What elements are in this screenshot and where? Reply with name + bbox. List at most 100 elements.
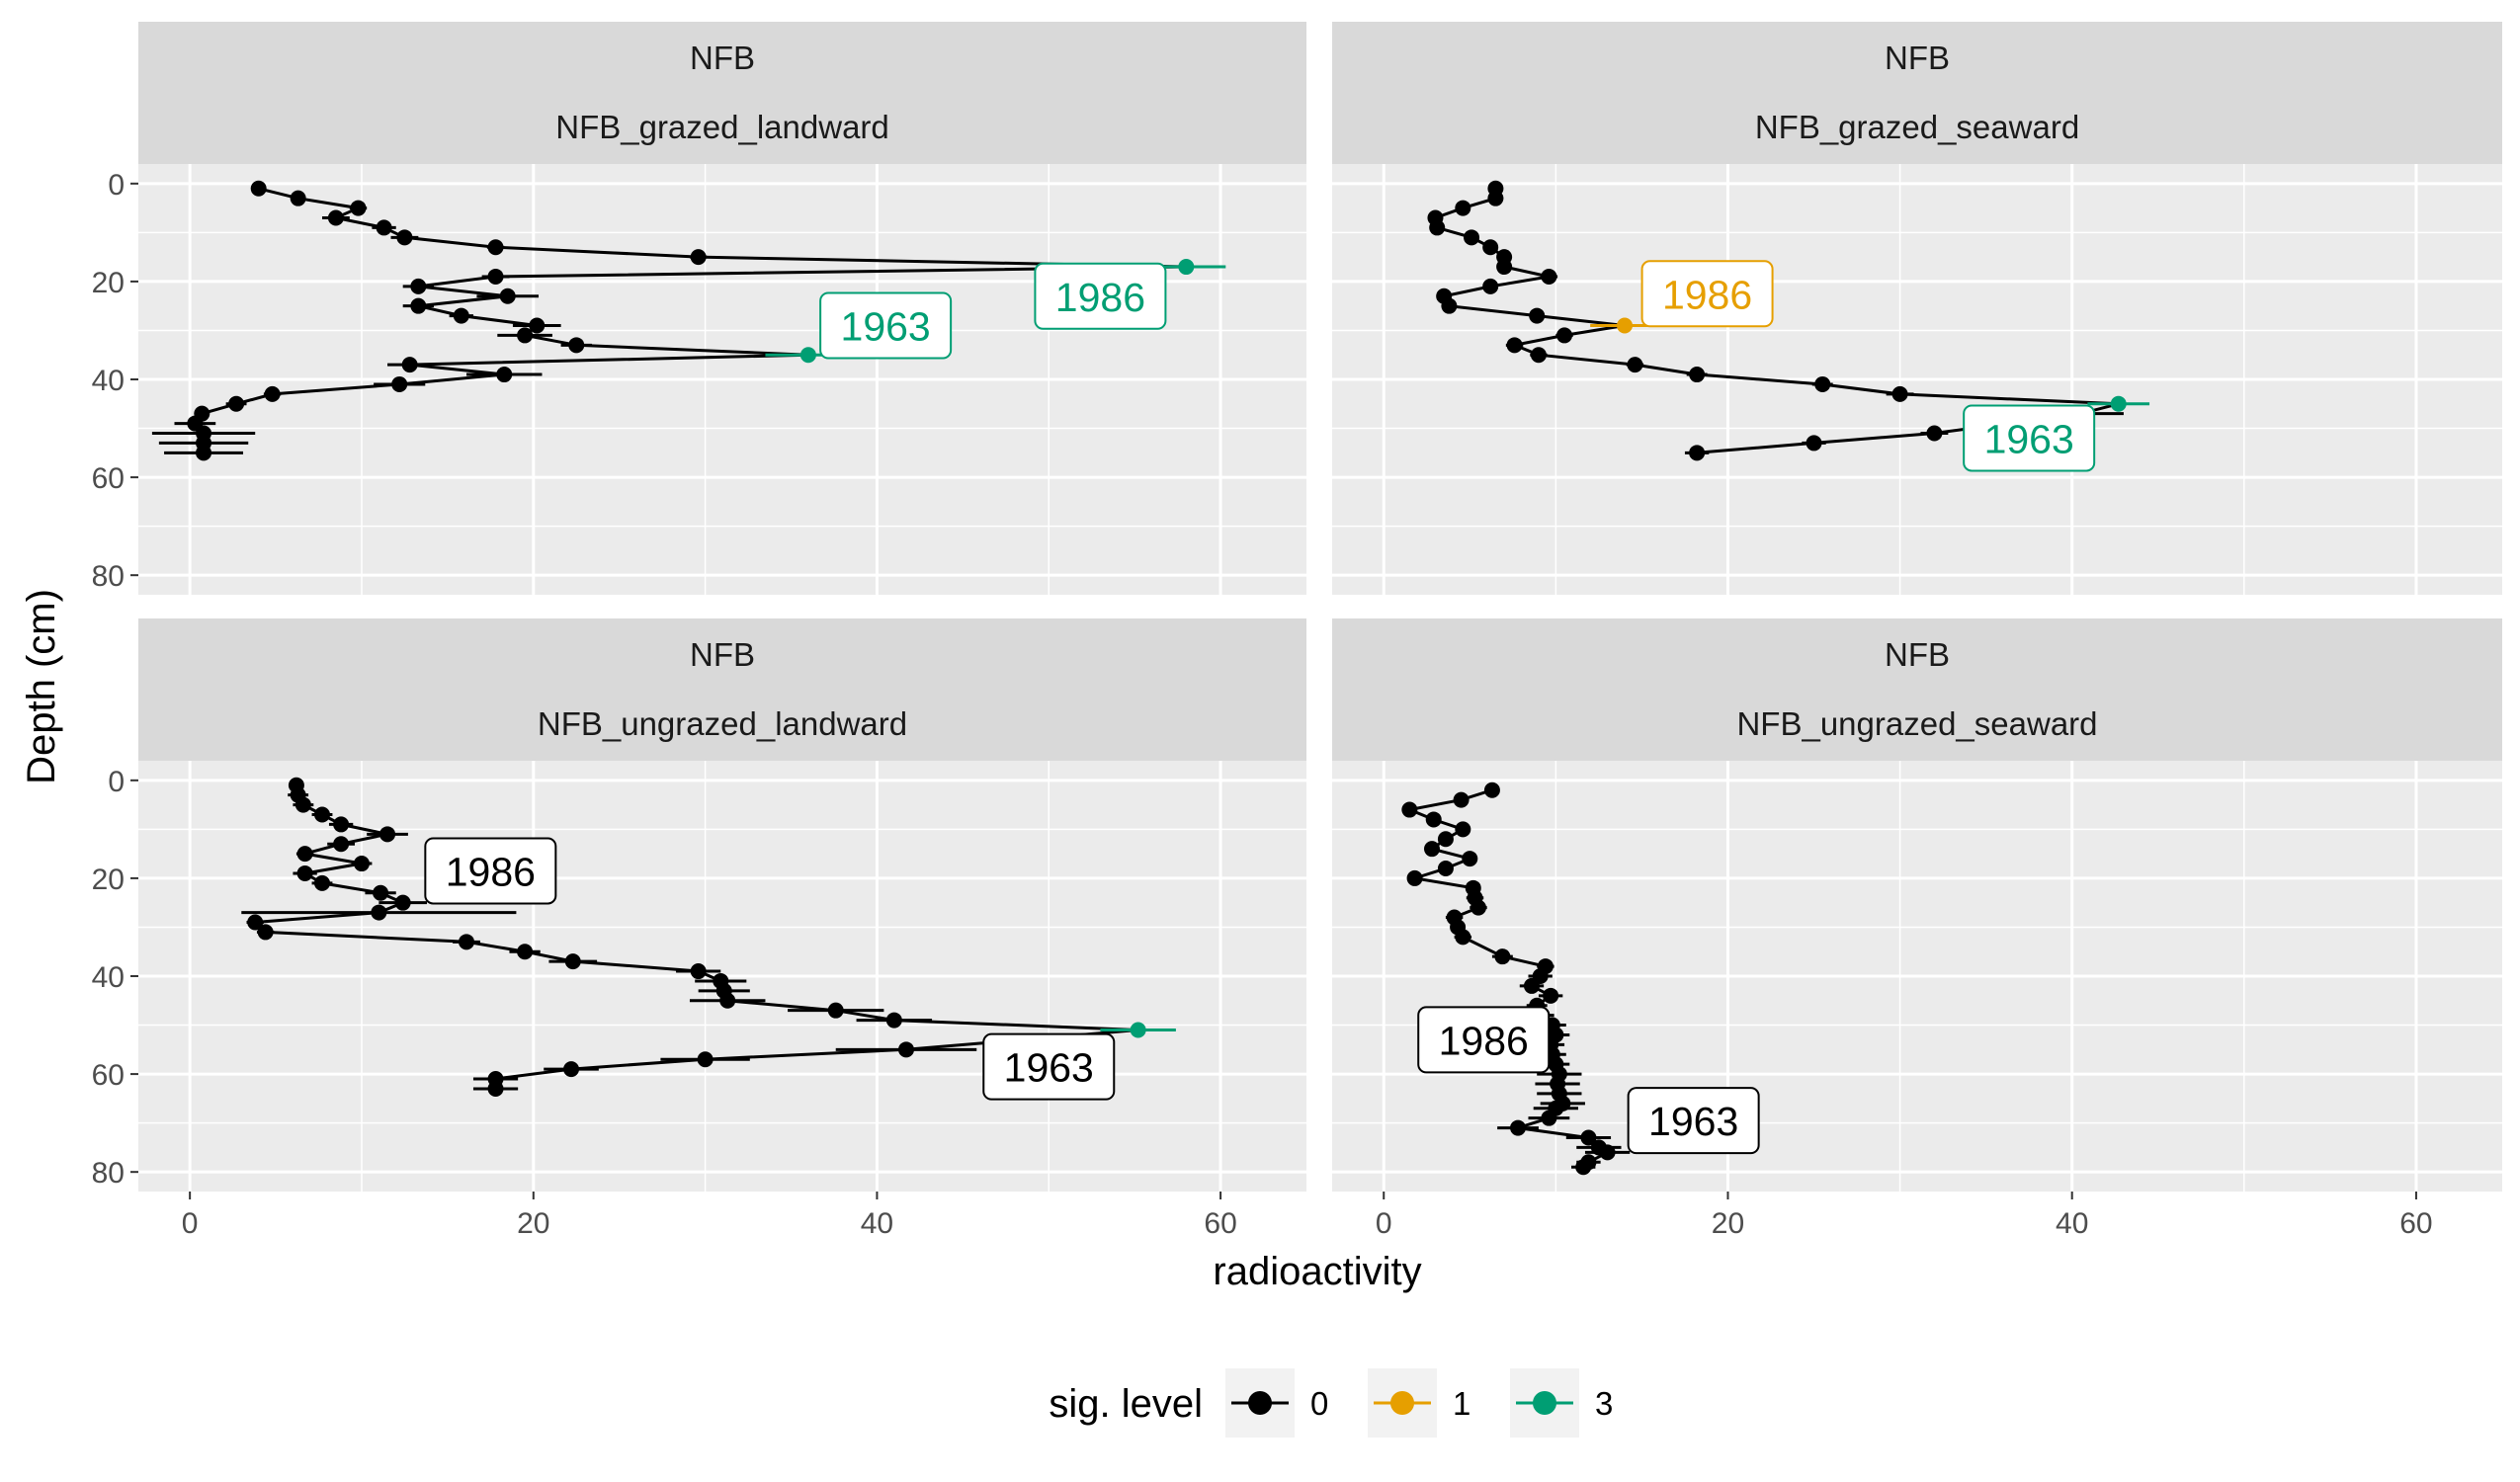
date-label-text: 1986: [1055, 275, 1145, 320]
data-point: [563, 1061, 580, 1078]
data-point: [376, 219, 392, 236]
date-label-text: 1986: [1439, 1018, 1529, 1063]
data-point: [697, 1051, 714, 1068]
data-point: [897, 1041, 914, 1058]
data-point: [1806, 435, 1822, 452]
date-label: 1986: [1034, 262, 1167, 330]
legend-label: 3: [1595, 1385, 1613, 1422]
y-tick-label: 20: [92, 267, 125, 299]
strip-label-site: NFB: [1885, 636, 1950, 673]
data-point: [1429, 219, 1446, 236]
y-tick-label: 0: [108, 766, 125, 798]
data-point: [371, 904, 387, 921]
data-point: [1470, 899, 1486, 916]
data-point: [517, 327, 534, 344]
data-point: [1483, 782, 1500, 798]
x-tick-label: 40: [861, 1207, 893, 1240]
strip-label-site: NFB: [690, 636, 755, 673]
data-point: [1462, 851, 1478, 867]
data-point: [1455, 200, 1471, 216]
data-point: [1529, 307, 1546, 324]
data-point: [1425, 811, 1442, 828]
data-point: [394, 894, 411, 911]
data-point: [333, 836, 350, 853]
x-tick-label: 0: [1376, 1207, 1392, 1240]
date-label-box: [819, 291, 953, 360]
legend-item: 3: [1510, 1368, 1613, 1438]
date-label: 1986: [1640, 260, 1774, 328]
data-point: [1506, 337, 1523, 354]
data-point: [487, 268, 504, 285]
strip-label-transect: NFB_grazed_seaward: [1755, 109, 2079, 145]
date-label-text: 1963: [1984, 416, 2074, 461]
date-label-box: [1627, 1087, 1760, 1155]
data-point: [690, 963, 707, 980]
data-point: [391, 375, 408, 392]
data-point: [827, 1002, 844, 1019]
data-point: [257, 924, 274, 941]
strip-label-transect: NFB_ungrazed_seaward: [1736, 705, 2097, 742]
data-point: [350, 200, 367, 216]
data-point: [1627, 357, 1643, 373]
strip-label-transect: NFB_ungrazed_landward: [538, 705, 907, 742]
data-point: [1617, 317, 1633, 334]
data-point: [1541, 1110, 1557, 1126]
y-tick-label: 40: [92, 961, 125, 994]
date-label-box: [1034, 262, 1167, 330]
data-point: [1575, 1159, 1592, 1176]
data-point: [264, 385, 281, 402]
data-point: [2110, 395, 2127, 412]
data-point: [410, 297, 427, 314]
x-tick-label: 20: [1712, 1207, 1744, 1240]
data-point: [885, 1012, 902, 1029]
legend-title: sig. level: [1049, 1382, 1203, 1426]
legend-label: 0: [1310, 1385, 1328, 1422]
date-label: 1963: [1627, 1087, 1760, 1155]
data-point: [410, 278, 427, 294]
data-point: [690, 249, 707, 266]
data-point: [294, 796, 311, 813]
data-point: [290, 190, 306, 206]
data-point: [453, 307, 469, 324]
date-label-box: [424, 837, 557, 905]
x-tick-label: 0: [182, 1207, 199, 1240]
x-tick-label: 40: [2056, 1207, 2088, 1240]
data-point: [1455, 929, 1471, 946]
x-axis-title: radioactivity: [1213, 1250, 1421, 1293]
data-point: [353, 856, 370, 872]
data-point: [1482, 278, 1499, 294]
date-label-box: [1963, 404, 2096, 472]
y-tick-label: 60: [92, 1059, 125, 1092]
data-point: [1523, 977, 1540, 994]
data-point: [529, 317, 546, 334]
y-axis-title: Depth (cm): [20, 589, 63, 784]
data-point: [296, 846, 313, 863]
legend-key-point: [1248, 1391, 1272, 1415]
data-point: [196, 445, 212, 461]
data-point: [1599, 1144, 1616, 1161]
data-point: [313, 806, 330, 823]
facet-strip: [1332, 618, 2502, 761]
data-point: [1510, 1119, 1527, 1136]
facet-strip: [1332, 22, 2502, 164]
x-tick-label: 60: [2399, 1207, 2432, 1240]
data-point: [487, 239, 504, 256]
profile-line: [193, 187, 1187, 453]
data-point: [1530, 347, 1547, 364]
data-point: [1437, 831, 1454, 848]
data-point: [1464, 229, 1480, 246]
date-label: 1963: [982, 1032, 1116, 1101]
facet-panel: NFB NFB_grazed_landward 0 20 40 60 80 1986 1963: [92, 22, 1306, 595]
y-tick-label: 0: [108, 169, 125, 202]
data-point: [459, 934, 475, 950]
data-point: [1453, 791, 1470, 808]
data-point: [517, 944, 534, 960]
facet-strip: [138, 22, 1306, 164]
data-point: [296, 864, 313, 881]
data-point: [1926, 425, 1943, 442]
date-label-text: 1963: [1648, 1099, 1738, 1144]
date-label-box: [1640, 260, 1774, 328]
facet-panel: NFB NFB_grazed_seaward 1986 1963: [1332, 22, 2502, 595]
data-point: [1543, 987, 1559, 1004]
data-point: [1580, 1129, 1597, 1146]
